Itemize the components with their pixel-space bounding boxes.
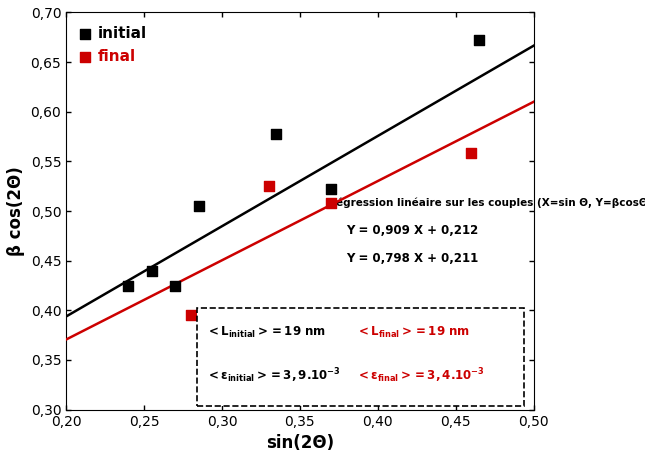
final: [466, 150, 477, 157]
final: [264, 183, 274, 190]
initial: [474, 37, 484, 44]
initial: [170, 282, 181, 289]
initial: [272, 130, 282, 137]
initial: [146, 267, 157, 274]
Text: $\mathbf{< L_{final}} \mathbf{> = 19\ nm}$: $\mathbf{< L_{final}} \mathbf{> = 19\ nm…: [356, 325, 470, 340]
initial: [326, 185, 336, 193]
Text: $\mathbf{< \varepsilon_{initial}} \mathbf{> = 3,9.10^{-3}}$: $\mathbf{< \varepsilon_{initial}} \mathb…: [206, 367, 341, 385]
Text: $\mathbf{< L_{initial}} \mathbf{> = 19\ nm}$: $\mathbf{< L_{initial}} \mathbf{> = 19\ …: [206, 325, 326, 340]
final: [326, 199, 336, 207]
Legend: initial, final: initial, final: [74, 20, 154, 70]
X-axis label: sin(2Θ): sin(2Θ): [266, 434, 334, 452]
final: [186, 312, 196, 319]
Y-axis label: β cos(2Θ): β cos(2Θ): [7, 166, 25, 256]
initial: [123, 282, 134, 289]
FancyBboxPatch shape: [197, 308, 524, 406]
Text: $\mathbf{< \varepsilon_{final}} \mathbf{> = 3,4.10^{-3}}$: $\mathbf{< \varepsilon_{final}} \mathbf{…: [356, 367, 485, 385]
Text: Régression linéaire sur les couples (X=sin Θ, Y=βcosΘ): Régression linéaire sur les couples (X=s…: [328, 198, 645, 208]
Text: Y = 0,798 X + 0,211: Y = 0,798 X + 0,211: [346, 252, 479, 265]
initial: [194, 202, 204, 210]
Text: Y = 0,909 X + 0,212: Y = 0,909 X + 0,212: [346, 224, 479, 237]
